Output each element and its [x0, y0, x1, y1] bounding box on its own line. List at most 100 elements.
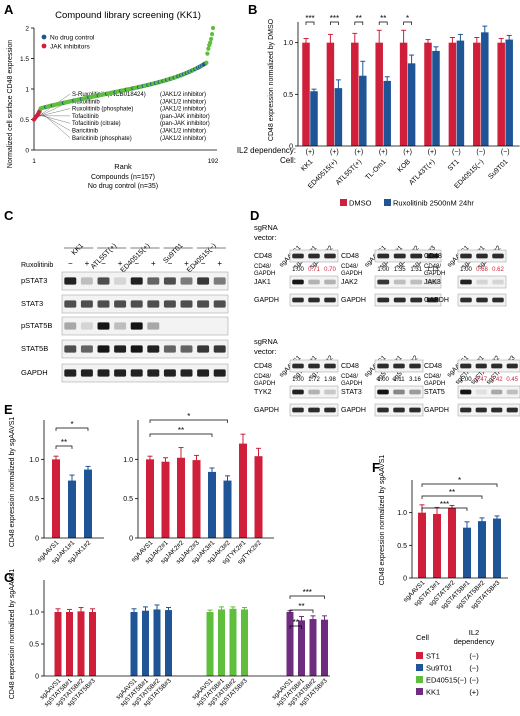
- panel-c-pstat5b-band: [97, 322, 110, 330]
- panel-c-pstat3-band: [114, 277, 127, 285]
- panel-g-legend-dep-title: dependency: [454, 637, 495, 646]
- panel-f-bracket: [421, 495, 483, 499]
- panel-e-right-bracket: [149, 433, 213, 437]
- panel-b-significance-bracket: [378, 21, 388, 25]
- panel-c-pstat3-band: [163, 277, 176, 285]
- panel-c-pstat5b-band: [147, 322, 160, 330]
- panel-label-c: C: [4, 208, 14, 223]
- panel-b-bar-ruxolitinib: [383, 80, 391, 146]
- panel-c-treatment-sign: +: [118, 259, 123, 268]
- panel-a-annotation-target: (JAK1/2 inhibitor): [160, 107, 206, 113]
- panel-f-bar: [418, 512, 426, 578]
- panel-b-legend-swatch: [340, 199, 347, 206]
- panel-b-bar-ruxolitinib: [456, 40, 465, 146]
- panel-c-row-label: pSTAT5B: [21, 321, 52, 330]
- panel-a-annotation-target: (JAK1/2 inhibitor): [160, 92, 206, 98]
- panel-d-ratio-label: CD48/: [341, 374, 358, 380]
- panel-d-row-label: GAPDH: [424, 297, 449, 304]
- panel-e-left-bracket: [55, 427, 89, 431]
- panel-d-row-label: GAPDH: [341, 297, 366, 304]
- panel-c-stat5b-band: [197, 345, 210, 353]
- panel-c-pstat3-band: [97, 277, 110, 285]
- panel-a-y-tick-label: 1: [25, 87, 29, 94]
- panel-d-cd48-membrane: [457, 359, 520, 373]
- panel-d-ratio-label: GAPDH: [254, 271, 275, 277]
- panel-c-stat3-band: [197, 300, 210, 308]
- panel-c-pstat3-band: [64, 277, 77, 285]
- panel-a-footnote-compounds: Compounds (n=157): [91, 174, 155, 181]
- panel-g-legend-label: ED40515(−): [426, 676, 467, 685]
- panel-d-target-band: [377, 389, 389, 395]
- panel-a-annotation-name: Baricitinib (phosphate): [72, 136, 132, 142]
- panel-d-ratio-label: GAPDH: [254, 381, 275, 387]
- panel-g-bar: [309, 619, 317, 676]
- panel-d-target-label: STAT3: [341, 389, 362, 396]
- panel-b-bar-dmso: [302, 42, 310, 146]
- panel-b-bar-ruxolitinib: [505, 39, 513, 146]
- panel-c-stat5b-band: [130, 345, 143, 353]
- panel-d-target-label: JAK1: [254, 279, 271, 286]
- panel-g-legend-il2-title: IL2: [469, 628, 479, 637]
- panel-d-cd48-band: [324, 253, 336, 259]
- panel-d-ratio-value: 3.16: [409, 377, 421, 383]
- panel-d-ratio-value: 1.35: [394, 267, 406, 273]
- panel-b-il2-dependency: (+): [379, 149, 388, 156]
- panel-c-treatment-sign: −: [134, 259, 139, 268]
- panel-b-significance-bracket-label: *: [406, 14, 409, 23]
- panel-a-annotation-target: (pan-JAK inhibitor): [160, 121, 210, 127]
- panel-c-stat3-band: [114, 300, 127, 308]
- panel-d-cd48-band: [324, 363, 336, 369]
- panel-e-right-bar: [192, 460, 201, 538]
- panel-b-bar-ruxolitinib: [432, 50, 440, 146]
- panel-d-cd48-band: [409, 363, 421, 369]
- panel-b-legend-label: Ruxolitinib 2500nM 24hr: [393, 199, 474, 208]
- panel-d-gapdh-band: [324, 407, 336, 413]
- panel-d-ratio-value: 0.68: [476, 267, 488, 273]
- panel-e-right-bar: [177, 457, 185, 538]
- panel-c-pstat5b-band: [130, 322, 143, 330]
- panel-b-il2-dependency: (−): [452, 149, 461, 156]
- panel-b-y-tick-label: 1.0: [283, 40, 293, 47]
- panel-a-legend-label: No drug control: [50, 35, 95, 42]
- panel-e-right-bar: [254, 456, 263, 538]
- panel-d-target-band: [492, 279, 504, 285]
- panel-d-ratio-value: 1.00: [377, 377, 389, 383]
- panel-b-significance-bracket: [354, 21, 364, 25]
- panel-c-treatment-sign: +: [217, 259, 222, 268]
- panel-e-left-bar: [84, 469, 92, 538]
- panel-b-bar-dmso: [448, 42, 457, 146]
- panel-d-cd48-band: [377, 253, 390, 259]
- panel-d-target-label: JAK2: [341, 279, 358, 286]
- panel-d-cd48-band: [460, 253, 472, 259]
- panel-d-cd48-band: [308, 363, 320, 369]
- panel-f-y-tick-label: 0: [403, 576, 407, 583]
- panel-g-bracket: [289, 625, 302, 629]
- panel-e-right-bar: [208, 471, 216, 538]
- panel-c-stat3-band: [180, 300, 193, 308]
- compound-point: [210, 25, 216, 31]
- panel-d-gapdh-band: [460, 407, 472, 413]
- panel-b-cell-label: TL-Om1: [365, 158, 388, 181]
- panel-d-target-label: TYK2: [254, 389, 272, 396]
- panel-b-il2-dependency: (+): [330, 149, 339, 156]
- panel-g-legend-cell-title: Cell: [416, 633, 429, 642]
- panel-d-ratio-label: CD48/: [424, 374, 441, 380]
- panel-d-ratio-label: CD48/: [254, 264, 271, 270]
- panel-c-stat3-band: [147, 300, 160, 308]
- panel-d-ratio-value: 1.13: [427, 267, 439, 273]
- panel-d-gapdh-band: [324, 297, 336, 303]
- panel-g-legend-label: ST1: [426, 652, 440, 661]
- panel-d-row-label: CD48: [341, 253, 359, 260]
- panel-c-stat5b-band: [213, 345, 226, 353]
- panel-d-gapdh-band: [476, 297, 488, 303]
- panel-d-ratio-label: GAPDH: [424, 381, 445, 387]
- panel-d-target-band: [393, 279, 406, 285]
- panel-g-bracket-label: **: [293, 618, 299, 627]
- panel-b-significance-bracket-label: **: [380, 14, 386, 23]
- panel-c-pstat5b-membrane: [61, 316, 229, 336]
- panel-d-cd48-band: [476, 253, 488, 259]
- panel-c-treatment-sign: −: [68, 259, 73, 268]
- panel-b-bar-ruxolitinib: [359, 75, 367, 146]
- compound-point: [209, 31, 215, 37]
- panel-g-bar: [130, 612, 138, 676]
